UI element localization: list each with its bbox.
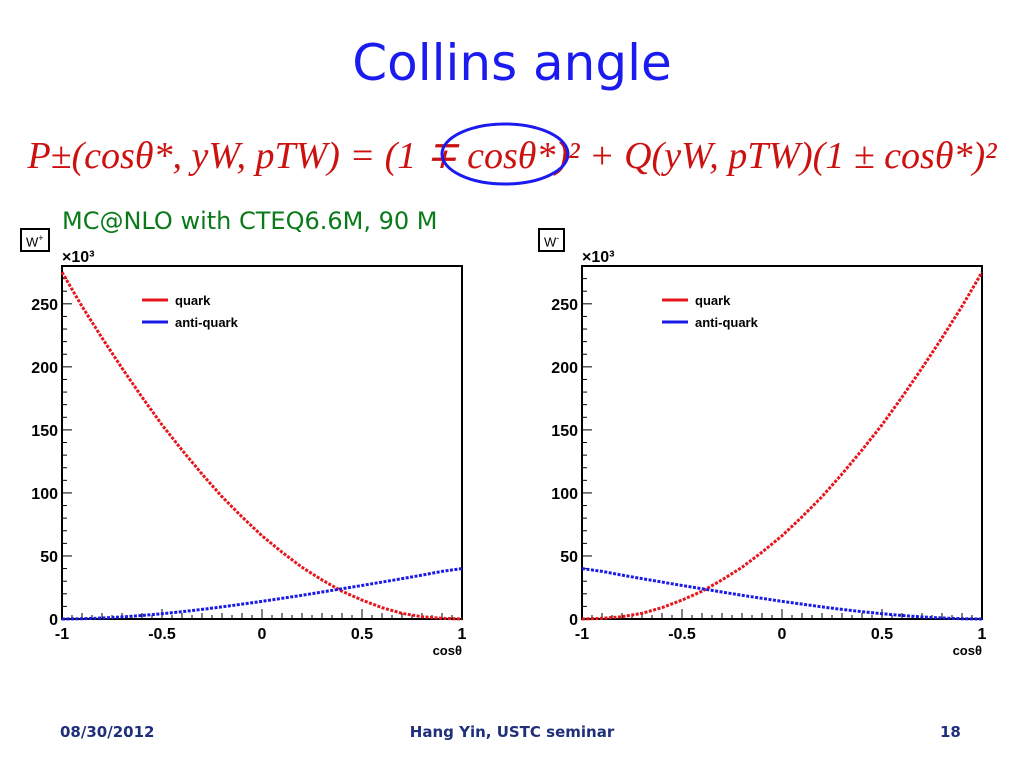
y-tick-label: 50 [560,549,578,566]
plot-frame [61,265,463,620]
y-tick-label: 50 [40,549,58,566]
y-tick-label: 250 [31,297,58,314]
footer-date: 08/30/2012 [60,723,155,741]
collins-formula: P±(cosθ*, yW, pTW) = (1 ∓ cosθ*)² + Q(yW… [26,122,997,186]
w-minus-plot: 0 50 100 150 200 250 -1 -0.5 0 0.5 1 ×10³ cosθ quark a… [551,249,987,658]
x-tick-label: -0.5 [668,626,696,643]
y-tick-label: 200 [551,360,578,377]
x-tick-label: 0.5 [351,626,373,643]
x-tick-label: 0 [778,626,787,643]
y-tick-label: 250 [551,297,578,314]
y-multiplier-label: ×10³ [582,249,614,266]
formula-text: P±(cosθ*, yW, pTW) = (1 ∓ cosθ*)² + Q(yW… [26,135,997,177]
y-tick-label: 150 [551,423,578,440]
legend-label-anti-quark: anti-quark [175,315,239,330]
x-axis-label: cosθ [953,643,982,658]
legend-label-quark: quark [695,293,731,308]
legend-label-anti-quark: anti-quark [695,315,759,330]
x-tick-label: -0.5 [148,626,176,643]
y-tick-label: 150 [31,423,58,440]
w-minus-tag: W- [538,228,566,253]
y-tick-label: 200 [31,360,58,377]
x-tick-label: 0 [258,626,267,643]
x-tick-label: 1 [978,626,987,643]
x-axis-label: cosθ [433,643,462,658]
y-tick-label: 0 [569,612,578,629]
legend-label-quark: quark [175,293,211,308]
x-tick-label: 1 [458,626,467,643]
x-tick-label: 0.5 [871,626,893,643]
y-multiplier-label: ×10³ [62,249,94,266]
w-plus-tag: W+ [20,228,50,253]
series-line-quark [60,271,463,621]
x-tick-label: -1 [55,626,69,643]
slide-title: Collins angle [352,34,672,92]
footer-center: Hang Yin, USTC seminar [409,723,615,741]
slide-subtitle: MC@NLO with CTEQ6.6M, 90 M [62,207,438,235]
series-line-anti-quark [581,567,983,621]
series-line-quark [581,271,984,621]
x-tick-label: -1 [575,626,589,643]
formula-highlight-ellipse [440,122,570,186]
y-tick-label: 100 [31,486,58,503]
y-tick-label: 0 [49,612,58,629]
plot-frame [581,265,983,620]
y-tick-label: 100 [551,486,578,503]
series-line-anti-quark [61,567,463,621]
page-number: 18 [940,723,961,741]
w-plus-plot: 0 50 100 150 200 250 -1 -0.5 0 0.5 1 ×10³ cosθ quark a… [31,249,467,658]
